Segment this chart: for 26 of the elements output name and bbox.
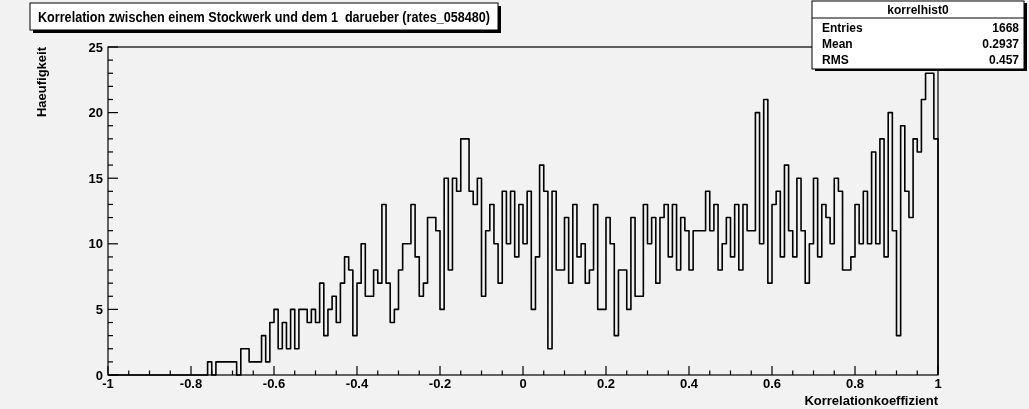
text: 0.457 [988, 53, 1020, 67]
x-tick-label: -0.6 [262, 376, 286, 391]
x-tick-label: 1 [934, 376, 942, 391]
text: 1668 [992, 21, 1020, 35]
y-tick-label: 10 [88, 236, 103, 252]
y-tick-label: 5 [95, 301, 103, 317]
y-axis-title: Haeufigkeit [34, 46, 49, 118]
y-tick-label: 15 [88, 170, 103, 186]
annotation: RMS [822, 53, 849, 67]
text: 0.2937 [982, 37, 1020, 51]
x-tick-label: 0.2 [596, 376, 616, 391]
y-tick-label: 20 [88, 105, 103, 121]
annotation: Mean [822, 37, 853, 51]
x-tick-label: -0.4 [345, 376, 369, 391]
x-tick-label: 0.4 [679, 376, 699, 391]
chart-title: Korrelation zwischen einem Stockwerk und dem 1 darueber (rates_058480) [38, 8, 576, 25]
text: korrelhist0 [887, 3, 950, 17]
y-tick-label: 25 [88, 39, 103, 55]
x-tick-label: 0 [519, 376, 527, 391]
x-tick-label: 0.8 [845, 376, 865, 391]
x-tick-label: 0.6 [762, 376, 782, 391]
x-axis-title: Korrelationkoeffizient [804, 393, 939, 408]
x-tick-label: -0.8 [179, 376, 203, 391]
x-tick-label: -0.2 [428, 376, 452, 391]
x-tick-label: -1 [102, 376, 114, 391]
text: Entries [822, 21, 864, 35]
